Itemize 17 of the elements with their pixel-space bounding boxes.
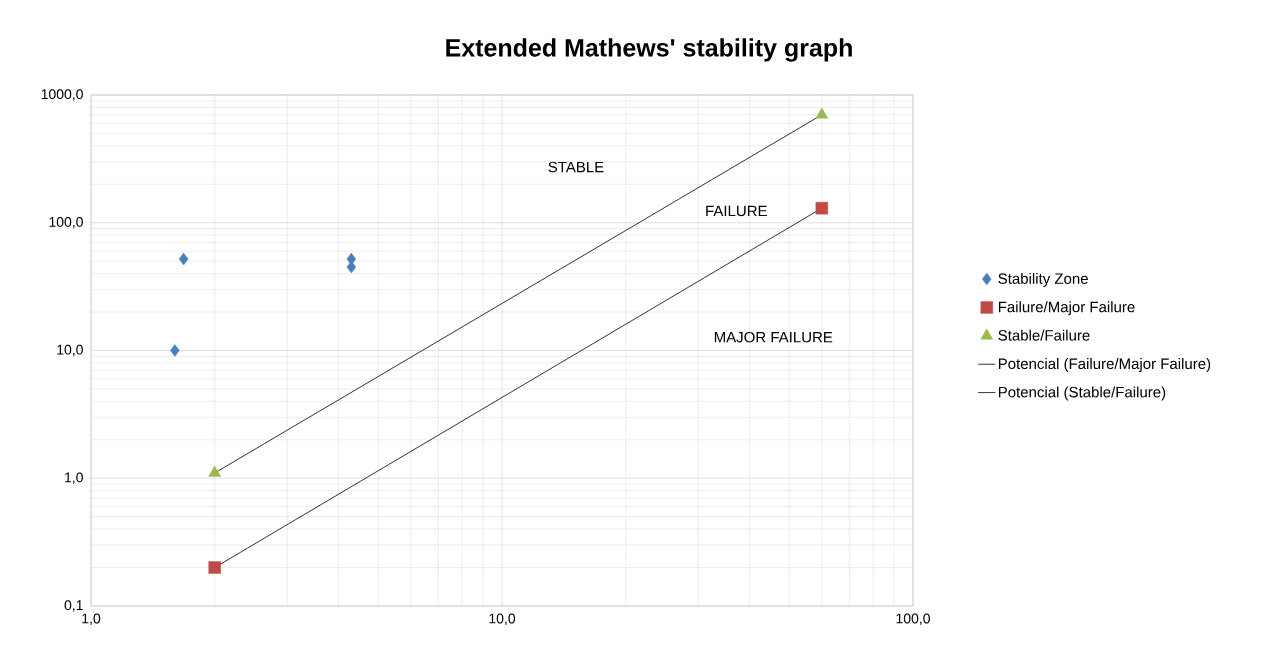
y-tick-label: 0,1: [64, 600, 83, 612]
x-tick-label: 1,0: [82, 613, 101, 626]
y-tick-label: 1,0: [65, 472, 83, 485]
y-tick-label: 100,0: [49, 216, 83, 229]
x-tick-label: 100,0: [896, 613, 930, 626]
legend-label: Stability Zone: [998, 272, 1088, 287]
legend-label: Potencial (Stable/Failure): [998, 386, 1166, 401]
legend-label: Stable/Failure: [998, 329, 1090, 341]
annotation: FAILURE: [706, 205, 767, 217]
annotation: MAJOR FAILURE: [714, 331, 833, 343]
chart-title: Extended Mathews' stability graph: [446, 38, 852, 62]
legend-label: Potencial (Failure/Major Failure): [998, 358, 1211, 373]
y-tick-label: 10,0: [57, 344, 83, 357]
y-tick-label: 1000,0: [41, 89, 83, 101]
x-tick-label: 10,0: [489, 613, 516, 626]
annotation: STABLE: [548, 161, 604, 173]
legend-label: Failure/Major Failure: [998, 301, 1135, 316]
